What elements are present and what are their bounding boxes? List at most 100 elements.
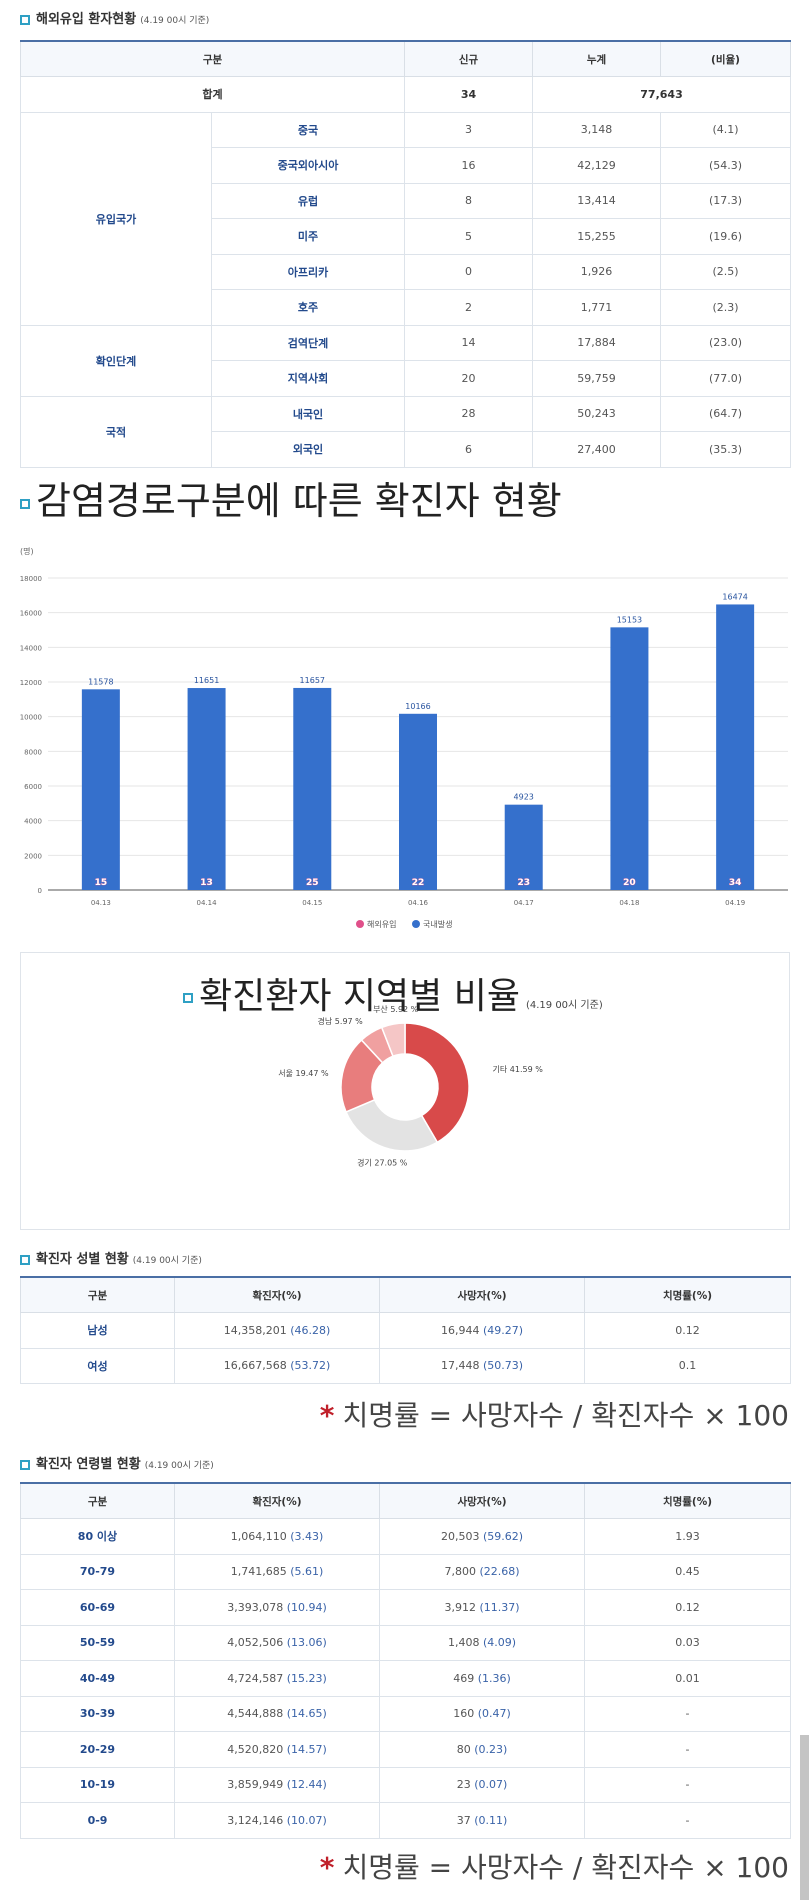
header-cfr: 치명률(%) [584,1482,791,1519]
bar-chart-container: (명) 0 2000 4000 6000 8000 10000 12000 14000 16000… [0,540,809,940]
row-cum: 27,400 [532,431,662,468]
deaths-value: 160 [453,1707,475,1721]
legend-label: 국내발생 [423,919,452,929]
deaths-percent: (4.09) [482,1636,517,1650]
deaths-value: 37 [456,1813,471,1827]
deaths-value: 17,448 [440,1359,480,1373]
section-title-text: 해외유입 환자현황 [36,12,137,27]
bar-value-label: 11657 [300,676,325,685]
bar-domestic [399,713,437,890]
row-label: 여성 [20,1347,175,1384]
formula-note: * 치명률 = 사망자수 / 확진자수 × 100 [320,1846,789,1886]
row-cases: 3,124,146 (10.07) [174,1802,380,1839]
cases-percent: (5.61) [290,1565,324,1579]
bar-value-label: 16474 [722,592,747,601]
row-label: 지역사회 [210,360,406,397]
row-label: 40-49 [20,1660,175,1697]
table-row: 60-69 3,393,078 (10.94) 3,912 (11.37) 0.12 [20,1589,791,1626]
legend-label: 해외유입 [367,919,396,929]
row-label: 미주 [210,218,406,255]
section-date: (4.19 00시 기준) [132,1256,202,1266]
row-cfr: 0.45 [584,1553,791,1590]
legend-marker [412,920,420,928]
row-new: 16 [404,147,534,184]
table-row: 남성 14,358,201 (46.28) 16,944 (49.27) 0.12 [20,1312,791,1349]
header-deaths: 사망자(%) [379,1276,585,1313]
total-cumulative: 77,643 [532,76,792,113]
bar-domestic [716,604,755,890]
table-row: 지역사회 20 59,759 (77.0) [21,360,792,397]
cases-percent: (46.28) [290,1323,331,1337]
deaths-value: 7,800 [444,1565,476,1579]
section-title-infection-route: 감염경로구분에 따른 확진자 현황 [20,470,562,525]
bar-value-label: 15153 [617,615,642,624]
row-cases: 1,741,685 (5.61) [174,1553,380,1590]
row-cfr: 0.1 [584,1347,791,1384]
pie-slice [404,1022,470,1144]
row-label: 내국인 [210,395,406,432]
deaths-percent: (50.73) [482,1359,524,1373]
row-label: 중국 [210,111,406,148]
deaths-percent: (22.68) [479,1565,520,1579]
table-row: 70-79 1,741,685 (5.61) 7,800 (22.68) 0.45 [20,1553,791,1590]
row-new: 8 [404,182,534,219]
row-cum: 15,255 [532,218,662,255]
deaths-percent: (1.36) [477,1671,511,1685]
overseas-value-label: 23 [517,878,530,888]
formula-text: 치명률 = 사망자수 / 확진자수 × 100 [342,1399,789,1432]
table-row: 미주 5 15,255 (19.6) [21,218,792,255]
row-label: 외국인 [210,431,406,468]
x-tick-label: 04.19 [725,899,745,907]
table-row: 40-49 4,724,587 (15.23) 469 (1.36) 0.01 [20,1660,791,1697]
pie-chart: 기타 41.59 % 경기 27.05 % 서울 19.47 % 경남 5.97 % 부… [278,1004,543,1167]
cases-percent: (53.72) [290,1359,331,1373]
header-ratio: (비율) [660,40,792,77]
deaths-percent: (0.47) [477,1707,511,1721]
cases-percent: (3.43) [290,1529,324,1543]
y-tick-label: 4000 [24,818,42,826]
row-cfr: - [584,1802,791,1839]
asterisk-icon: * [319,1399,335,1432]
row-cum: 3,148 [532,111,662,148]
table-row: 국적 내국인 28 50,243 (64.7) [20,395,792,468]
table-row: 중국외아시아 16 42,129 (54.3) [21,147,792,184]
row-deaths: 37 (0.11) [379,1802,585,1839]
legend-marker [356,920,364,928]
row-new: 28 [404,395,534,432]
cases-percent: (14.57) [286,1742,327,1756]
row-label: 80 이상 [20,1518,175,1555]
row-deaths: 7,800 (22.68) [379,1553,585,1590]
row-label: 30-39 [20,1695,175,1732]
section-title-overseas: 해외유입 환자현황 (4.19 00시 기준) [20,8,209,27]
cases-value: 4,520,820 [227,1742,284,1756]
bar-value-label: 11651 [194,676,219,685]
deaths-value: 1,408 [447,1636,480,1650]
pie-slice-label: 경남 5.97 % [318,1016,364,1026]
row-new: 3 [404,111,534,148]
pie-chart-box: 확진환자 지역별 비율 (4.19 00시 기준) 기타 41.59 % 경기 27… [20,952,790,1230]
cases-value: 16,667,568 [223,1359,287,1373]
pie-title: 확진환자 지역별 비율 (4.19 00시 기준) [183,967,603,1019]
cases-percent: (10.07) [286,1813,327,1827]
table-row: 30-39 4,544,888 (14.65) 160 (0.47) - [20,1695,791,1732]
cases-value: 3,859,949 [227,1778,284,1792]
table-row: 여성 16,667,568 (53.72) 17,448 (50.73) 0.1 [20,1347,791,1384]
row-ratio: (4.1) [660,111,792,148]
row-cases: 4,052,506 (13.06) [174,1624,380,1661]
cases-value: 14,358,201 [223,1323,287,1337]
section-title-text: 감염경로구분에 따른 확진자 현황 [36,479,562,523]
table-row: 확인단계 검역단계 14 17,884 (23.0) [20,324,792,397]
cases-percent: (13.06) [286,1636,327,1650]
scrollbar-thumb[interactable] [800,1735,809,1900]
row-cases: 3,393,078 (10.94) [174,1589,380,1626]
x-tick-label: 04.13 [91,899,111,907]
y-tick-label: 0 [38,887,42,895]
row-cases: 14,358,201 (46.28) [174,1312,380,1349]
row-label: 50-59 [20,1624,175,1661]
table-row: 유럽 8 13,414 (17.3) [21,182,792,219]
deaths-value: 469 [453,1671,475,1685]
deaths-percent: (0.11) [474,1813,508,1827]
group-label: 국적 [20,395,212,468]
row-cfr: - [584,1695,791,1732]
